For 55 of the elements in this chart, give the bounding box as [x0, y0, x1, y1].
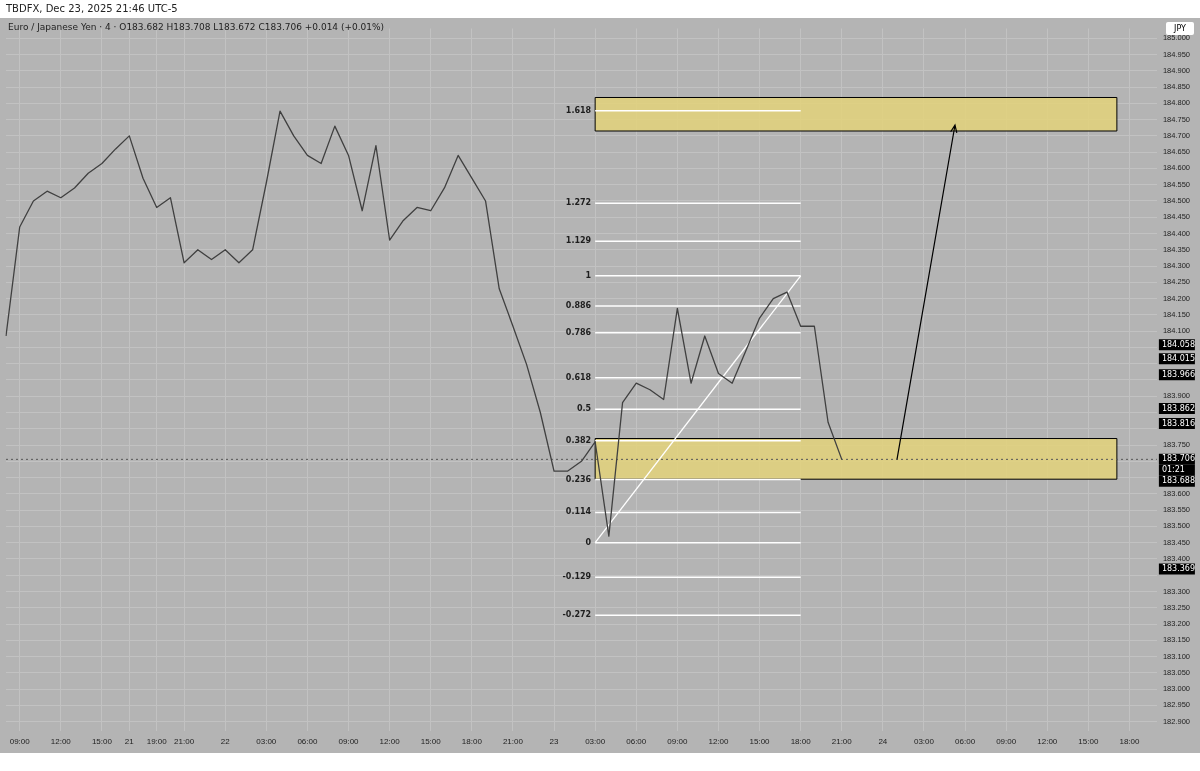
x-tick-label: 15:00: [1078, 737, 1099, 747]
annotation: 0.786: [565, 327, 592, 337]
annotation: 183.816: [1161, 418, 1195, 428]
x-tick-label: 15:00: [91, 737, 113, 747]
x-tick-label: 03:00: [913, 737, 935, 747]
x-tick-label: 19:00: [146, 737, 168, 747]
annotation: -0.129: [562, 572, 592, 582]
x-tick-label: 09:00: [9, 737, 31, 747]
annotation: -0.272: [562, 610, 592, 620]
annotation: 0: [585, 537, 592, 547]
text: JPY: [1166, 22, 1194, 35]
annotation: 0.236: [565, 474, 592, 484]
annotation: 184.015: [1161, 353, 1195, 363]
annotation: 0.5: [576, 404, 592, 414]
annotation: 0.618: [565, 372, 592, 382]
annotation: 183.966: [1161, 369, 1195, 379]
annotation: 1.618: [565, 105, 592, 115]
x-tick-label: 18:00: [461, 737, 483, 747]
x-tick-label: 06:00: [297, 737, 318, 747]
x-tick-label: 18:00: [790, 737, 812, 747]
x-tick-label: 12:00: [708, 737, 730, 747]
chart-subtitle: TBDFX, Dec 23, 2025 21:46 UTC-5: [5, 2, 179, 16]
x-tick-label: 21:00: [831, 737, 853, 747]
text: 183.688: [1161, 476, 1195, 486]
annotation: 183.862: [1161, 403, 1195, 413]
x-tick-label: 24: [878, 737, 888, 747]
x-tick-label: 22: [220, 737, 231, 747]
annotation: 184.058: [1161, 339, 1195, 349]
annotation: 0.886: [565, 301, 592, 311]
annotation: 0.382: [565, 435, 592, 445]
x-tick-label: 03:00: [585, 737, 606, 747]
x-tick-label: 03:00: [256, 737, 277, 747]
ref-line-label: 183.706: [1161, 454, 1195, 464]
x-tick-label: 15:00: [749, 737, 771, 747]
chart-title: Euro / Japanese Yen · 4 · O183.682 H183.708 L183.672 C183.706 +0.014 (+0.01%): [8, 22, 385, 32]
x-tick-label: 21:00: [174, 737, 195, 747]
text: 01:21: [1161, 465, 1185, 475]
x-tick-label: 12:00: [50, 737, 72, 747]
x-tick-label: 21:00: [502, 737, 524, 747]
annotation: 183.369: [1161, 564, 1195, 574]
x-tick-label: 09:00: [667, 737, 688, 747]
x-tick-label: 06:00: [626, 737, 647, 747]
x-tick-label: 15:00: [420, 737, 442, 747]
x-tick-label: 12:00: [1037, 737, 1058, 747]
annotation: 0.114: [565, 507, 592, 517]
x-tick-label: 18:00: [1119, 737, 1141, 747]
annotation: 1: [585, 270, 592, 280]
x-tick-label: 06:00: [955, 737, 976, 747]
annotation: 1.129: [565, 236, 592, 246]
x-tick-label: 23: [549, 737, 560, 747]
x-tick-label: 21: [124, 737, 135, 747]
annotation: 1.272: [565, 198, 592, 208]
x-tick-label: 09:00: [338, 737, 360, 747]
x-tick-label: 09:00: [996, 737, 1017, 747]
x-tick-label: 12:00: [379, 737, 401, 747]
